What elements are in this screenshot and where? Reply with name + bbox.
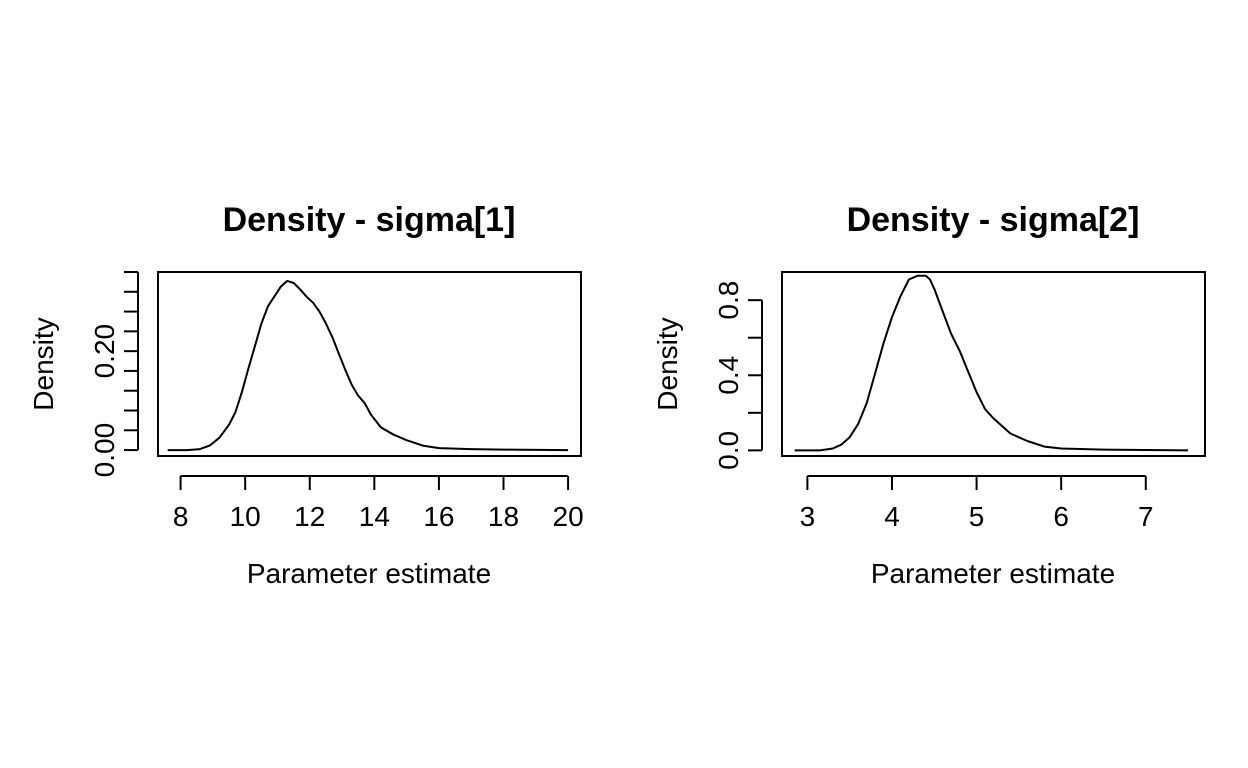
density-curve xyxy=(794,274,1189,452)
x-tick-label: 6 xyxy=(1053,501,1069,532)
density-curve xyxy=(167,279,569,452)
x-tick-label: 7 xyxy=(1138,501,1154,532)
y-tick-label: 0.00 xyxy=(89,423,120,478)
y-axis-label: Density xyxy=(652,317,683,410)
density-panel-sigma-2: Density - sigma[2] 3 4 5 6 7 0.0 0.4 0.8 Parame… xyxy=(652,201,1206,589)
chart-title: Density - sigma[1] xyxy=(223,201,516,239)
x-tick-label: 20 xyxy=(553,501,584,532)
x-tick-label: 16 xyxy=(423,501,454,532)
x-tick-label: 18 xyxy=(488,501,519,532)
y-tick-label: 0.4 xyxy=(713,356,744,395)
x-tick-label: 12 xyxy=(294,501,325,532)
y-axis-label: Density xyxy=(28,317,59,410)
plot-box xyxy=(157,271,582,457)
x-axis-label: Parameter estimate xyxy=(247,558,491,589)
x-tick-label: 5 xyxy=(969,501,985,532)
x-tick-label: 3 xyxy=(800,501,816,532)
x-tick-label: 8 xyxy=(173,501,189,532)
x-tick-label: 14 xyxy=(359,501,390,532)
y-tick-label: 0.8 xyxy=(713,281,744,320)
x-tick-label: 4 xyxy=(884,501,900,532)
x-axis-label: Parameter estimate xyxy=(871,558,1115,589)
chart-title: Density - sigma[2] xyxy=(847,201,1140,239)
plot-box xyxy=(781,271,1206,457)
x-tick-label: 10 xyxy=(230,501,261,532)
y-tick-label: 0.0 xyxy=(713,431,744,470)
density-panel-sigma-1: Density - sigma[1] 8 10 12 14 16 18 20 0.00 0.20… xyxy=(28,201,584,589)
y-tick-label: 0.20 xyxy=(89,324,120,379)
